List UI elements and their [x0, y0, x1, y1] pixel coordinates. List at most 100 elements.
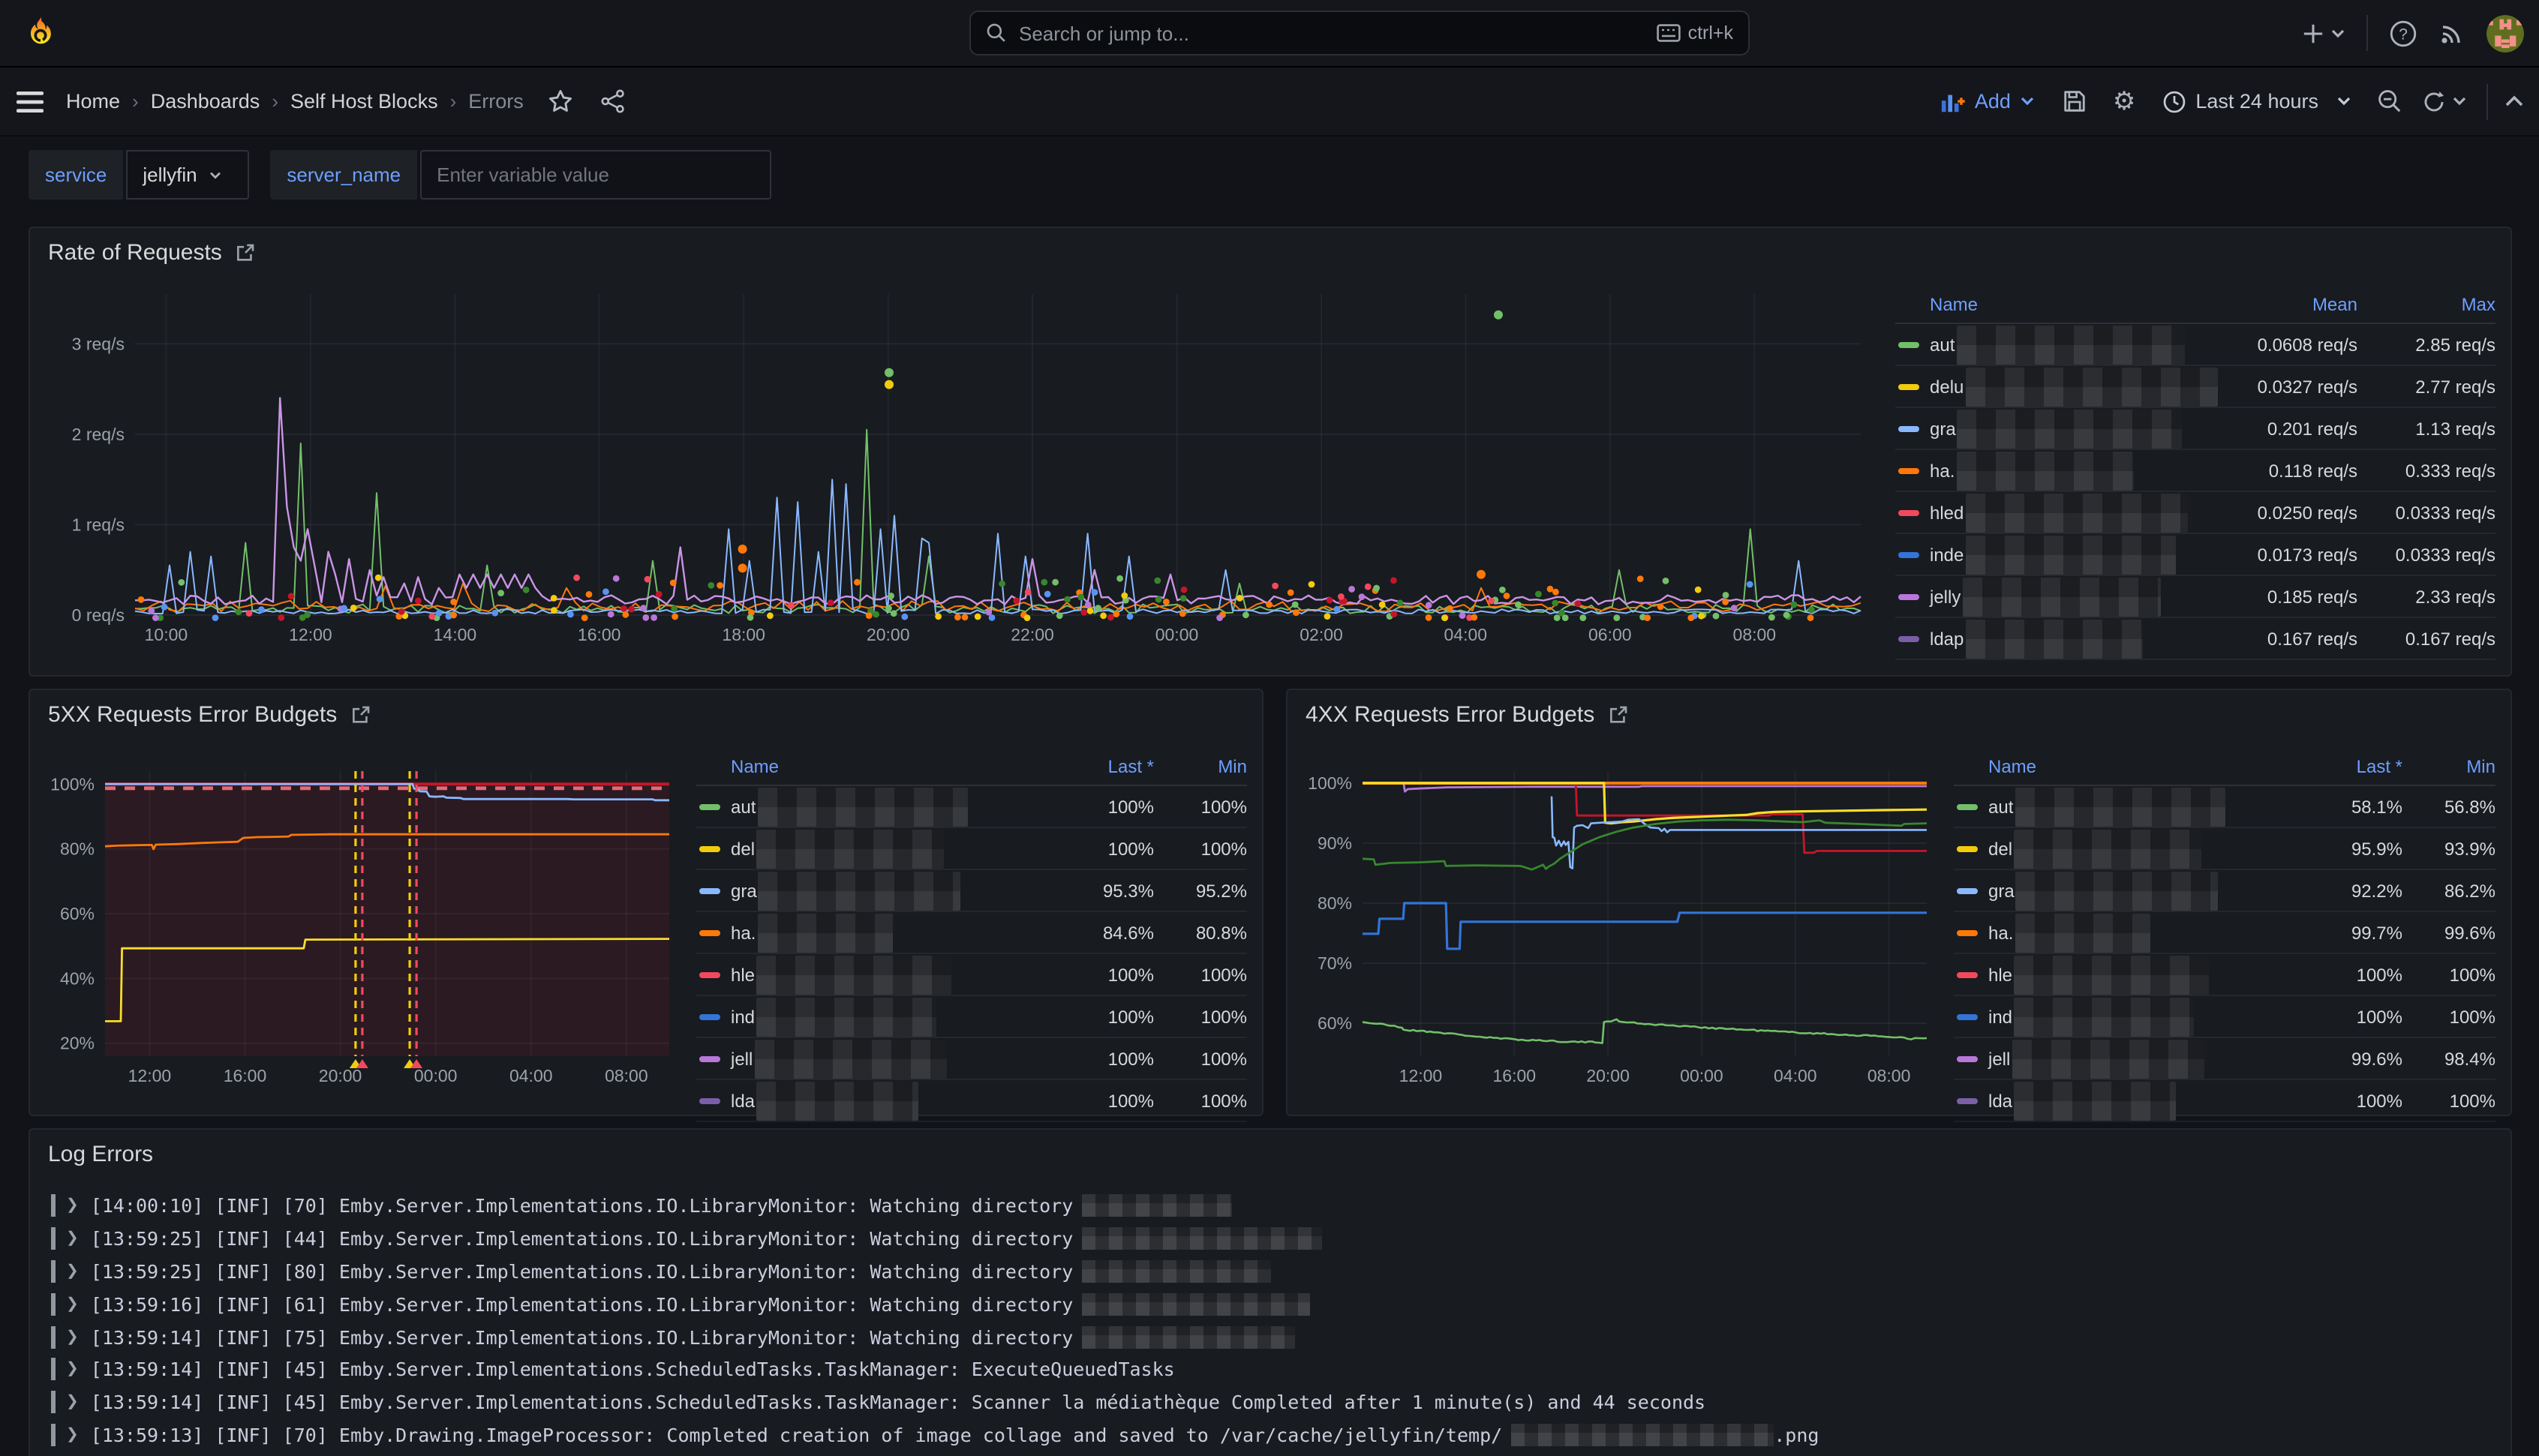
- legend-row[interactable]: gra0.201 req/s1.13 req/s: [1895, 408, 2495, 450]
- chevron-down-icon: [209, 170, 223, 179]
- svg-text:100%: 100%: [50, 774, 95, 794]
- log-expand-icon[interactable]: ❯: [66, 1198, 79, 1214]
- e5-chart[interactable]: 12:0016:0020:0000:0004:0008:0020%40%60%8…: [36, 741, 681, 1110]
- external-link-icon[interactable]: [1608, 705, 1627, 725]
- legend-row[interactable]: ha.84.6%80.8%: [696, 912, 1247, 954]
- log-row[interactable]: ❯[13:59:16] [INF] [61] Emby.Server.Imple…: [51, 1288, 2495, 1321]
- redacted-name: [757, 787, 967, 826]
- legend-row[interactable]: delu0.0327 req/s2.77 req/s: [1895, 366, 2495, 408]
- rate-legend: NameMeanMax aut0.0608 req/s2.85 req/sdelu…: [1895, 285, 2495, 660]
- log-expand-icon[interactable]: ❯: [66, 1230, 79, 1247]
- legend-row[interactable]: del100%100%: [696, 828, 1247, 870]
- legend-col-name[interactable]: Name: [1954, 755, 2297, 776]
- legend-row[interactable]: hled0.0250 req/s0.0333 req/s: [1895, 492, 2495, 534]
- kiosk-collapse-icon[interactable]: [2504, 95, 2524, 108]
- svg-text:60%: 60%: [1318, 1013, 1352, 1033]
- legend-row[interactable]: ha.0.118 req/s0.333 req/s: [1895, 450, 2495, 492]
- panel-title[interactable]: 5XX Requests Error Budgets: [48, 702, 337, 728]
- legend-row[interactable]: inde0.0173 req/s0.0333 req/s: [1895, 534, 2495, 576]
- legend-row[interactable]: hle100%100%: [696, 954, 1247, 996]
- e4-chart[interactable]: 12:0016:0020:0000:0004:0008:0060%70%80%9…: [1294, 741, 1939, 1110]
- panel-title[interactable]: 4XX Requests Error Budgets: [1306, 702, 1594, 728]
- svg-text:16:00: 16:00: [1493, 1066, 1537, 1085]
- legend-row[interactable]: jell100%100%: [696, 1038, 1247, 1080]
- grafana-dashboard: Search or jump to... ctrl+k ?: [0, 0, 2539, 1456]
- legend-value-2: 95.2%: [1154, 880, 1247, 901]
- log-expand-icon[interactable]: ❯: [66, 1328, 79, 1345]
- log-row[interactable]: ❯[13:59:13] [INF] [70] Emby.Drawing.Imag…: [51, 1418, 2495, 1451]
- external-link-icon[interactable]: [350, 705, 370, 725]
- help-icon[interactable]: ?: [2389, 19, 2417, 47]
- panel-4xx-error-budgets[interactable]: 4XX Requests Error Budgets 12:0016:0020:…: [1286, 689, 2512, 1116]
- legend-row[interactable]: ind100%100%: [1954, 996, 2495, 1038]
- legend-row[interactable]: lda100%100%: [1954, 1080, 2495, 1122]
- legend-row[interactable]: aut0.0608 req/s2.85 req/s: [1895, 324, 2495, 366]
- share-icon[interactable]: [600, 89, 626, 114]
- legend-col-1[interactable]: Last *: [1049, 755, 1154, 776]
- zoom-out-icon[interactable]: [2371, 89, 2408, 114]
- menu-toggle-icon[interactable]: [15, 89, 45, 113]
- log-row[interactable]: ❯[13:59:25] [INF] [44] Emby.Server.Imple…: [51, 1223, 2495, 1256]
- log-row[interactable]: ❯[13:59:14] [INF] [75] Emby.Server.Imple…: [51, 1320, 2495, 1353]
- save-dashboard-icon[interactable]: [2054, 89, 2095, 114]
- settings-gear-icon[interactable]: ⚙: [2105, 86, 2144, 116]
- legend-row[interactable]: jelly0.185 req/s2.33 req/s: [1895, 576, 2495, 618]
- legend-row[interactable]: ind100%100%: [696, 996, 1247, 1038]
- legend-row[interactable]: hle100%100%: [1954, 954, 2495, 996]
- legend-row[interactable]: aut58.1%56.8%: [1954, 786, 2495, 828]
- legend-col-1[interactable]: Mean: [2189, 293, 2357, 314]
- legend-row[interactable]: jell99.6%98.4%: [1954, 1038, 2495, 1080]
- log-expand-icon[interactable]: ❯: [66, 1394, 79, 1410]
- legend-row[interactable]: gra92.2%86.2%: [1954, 870, 2495, 912]
- refresh-button[interactable]: [2419, 83, 2470, 119]
- breadcrumb-dashboards[interactable]: Dashboards: [151, 90, 260, 113]
- legend-row[interactable]: ha.99.7%99.6%: [1954, 912, 2495, 954]
- legend-col-2[interactable]: Max: [2357, 293, 2495, 314]
- rate-chart[interactable]: 10:0012:0014:0016:0018:0020:0022:0000:00…: [39, 282, 1870, 666]
- legend-col-2[interactable]: Min: [2402, 755, 2495, 776]
- variable-service-value[interactable]: jellyfin: [126, 150, 249, 200]
- log-expand-icon[interactable]: ❯: [66, 1361, 79, 1378]
- log-row[interactable]: ❯[13:59:25] [INF] [80] Emby.Server.Imple…: [51, 1255, 2495, 1288]
- svg-text:20:00: 20:00: [1586, 1066, 1630, 1085]
- add-panel-button[interactable]: Add: [1931, 84, 2044, 119]
- search-input[interactable]: Search or jump to... ctrl+k: [969, 11, 1750, 56]
- log-row[interactable]: ❯[13:59:14] [INF] [45] Emby.Server.Imple…: [51, 1353, 2495, 1386]
- redacted-name: [2014, 997, 2194, 1036]
- legend-row[interactable]: del95.9%93.9%: [1954, 828, 2495, 870]
- log-expand-icon[interactable]: ❯: [66, 1263, 79, 1280]
- series-name-prefix: lda: [731, 1090, 755, 1111]
- log-expand-icon[interactable]: ❯: [66, 1427, 79, 1443]
- breadcrumb-folder[interactable]: Self Host Blocks: [290, 90, 438, 113]
- series-color-swatch: [1957, 1013, 1978, 1019]
- panel-title[interactable]: Rate of Requests: [48, 240, 222, 266]
- news-rss-icon[interactable]: [2438, 20, 2465, 47]
- log-expand-icon[interactable]: ❯: [66, 1296, 79, 1313]
- log-row[interactable]: ❯[14:00:10] [INF] [70] Emby.Server.Imple…: [51, 1190, 2495, 1223]
- legend-row[interactable]: gra95.3%95.2%: [696, 870, 1247, 912]
- legend-row[interactable]: ldap0.167 req/s0.167 req/s: [1895, 618, 2495, 660]
- favorite-star-icon[interactable]: [548, 89, 573, 114]
- redacted-name: [2016, 871, 2219, 910]
- legend-row[interactable]: lda100%100%: [696, 1080, 1247, 1122]
- panel-title[interactable]: Log Errors: [48, 1142, 153, 1167]
- legend-col-1[interactable]: Last *: [2297, 755, 2402, 776]
- panel-5xx-error-budgets[interactable]: 5XX Requests Error Budgets 12:0016:0020:…: [29, 689, 1263, 1116]
- user-avatar[interactable]: [2486, 14, 2524, 52]
- legend-col-2[interactable]: Min: [1154, 755, 1247, 776]
- grafana-logo[interactable]: [21, 14, 60, 53]
- svg-text:20%: 20%: [60, 1034, 95, 1053]
- series-color-swatch: [1898, 467, 1919, 473]
- panel-rate-of-requests[interactable]: Rate of Requests 10:0012:0014:0016:0018:…: [29, 227, 2512, 677]
- panel-log-errors[interactable]: Log Errors ❯[14:00:10] [INF] [70] Emby.S…: [29, 1128, 2512, 1456]
- legend-value-2: 100%: [1154, 1048, 1247, 1069]
- external-link-icon[interactable]: [236, 243, 255, 263]
- time-range-picker[interactable]: Last 24 hours: [2153, 83, 2360, 119]
- variable-server-input[interactable]: Enter variable value: [420, 150, 771, 200]
- breadcrumb-home[interactable]: Home: [66, 90, 120, 113]
- log-row[interactable]: ❯[13:59:14] [INF] [45] Emby.Server.Imple…: [51, 1386, 2495, 1419]
- legend-row[interactable]: aut100%100%: [696, 786, 1247, 828]
- legend-col-name[interactable]: Name: [696, 755, 1049, 776]
- new-button[interactable]: [2302, 22, 2345, 44]
- legend-col-name[interactable]: Name: [1895, 293, 2189, 314]
